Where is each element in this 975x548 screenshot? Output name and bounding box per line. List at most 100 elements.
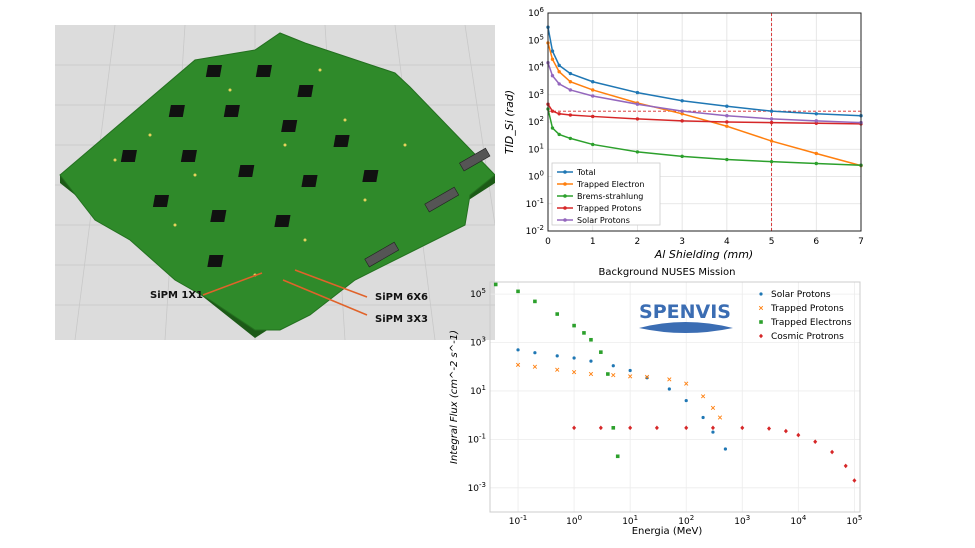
tid-point [568,113,573,117]
flux-legend-label: Trapped Protons [770,304,844,314]
flux-point [555,312,560,316]
tid-xtick-label: 2 [635,237,641,247]
flux-point [493,282,498,287]
label-sipm-3x3: SiPM 3X3 [375,314,428,325]
pcb-render: SiPM 1X1 SiPM 6X6 SiPM 3X3 [55,25,495,340]
tid-xtick-label: 6 [813,237,819,247]
tid-legend-marker [563,182,567,186]
label-sipm-6x6: SiPM 6X6 [375,292,428,303]
tid-legend-label: Total [576,168,596,177]
tid-ytick-label: 100 [528,170,544,183]
flux-point [684,398,688,403]
flux-point [723,447,727,451]
flux-point [611,426,616,430]
tid-point [591,94,595,98]
flux-point [701,415,705,420]
flux-point [700,394,706,399]
tid-point [568,71,573,76]
tid-point [591,80,595,84]
tid-point [591,114,595,119]
flux-legend-marker [759,320,763,324]
flux-point [572,356,576,360]
flux-point [796,432,801,438]
tid-ytick-label: 104 [528,61,544,74]
flux-legend-marker [759,292,763,296]
flux-point [711,430,715,434]
tid-point [550,74,555,78]
tid-xtick-label: 5 [769,237,775,247]
tid-point [557,132,561,137]
tid-xtick-label: 0 [545,237,551,247]
tid-point [557,70,561,74]
spenvis-logo-swoosh [639,322,733,333]
tid-point [557,82,561,86]
flux-legend-label: Trapped Electrons [770,318,852,328]
tid-point [814,119,818,123]
flux-point [598,425,603,431]
flux-title: Background NUSES Mission [599,267,736,278]
flux-point [628,368,632,373]
tid-point [550,109,555,113]
tid-legend-marker [563,194,567,198]
tid-point [568,80,573,84]
tid-ytick-label: 10-1 [526,197,544,210]
flux-point [654,425,659,431]
flux-point [628,425,633,431]
flux-point [644,374,650,380]
flux-point [588,371,594,377]
flux-xtick-label: 100 [566,514,582,527]
flux-series [493,282,857,483]
flux-point [645,376,649,380]
flux-point [684,425,689,431]
flux-legend-marker [759,333,763,339]
tid-legend-box [551,162,661,226]
tid-point [591,88,595,92]
tid-xlabel: Al Shielding (mm) [654,248,753,261]
tid-point [557,63,561,68]
tid-point [725,120,729,124]
tid-point [725,104,729,108]
flux-point [606,372,610,376]
tid-point [550,57,555,61]
tid-point [568,136,573,141]
tid-point [814,112,818,116]
tid-ytick-label: 101 [528,142,544,155]
tid-legend-label: Trapped Electron [576,180,644,189]
tid-point [635,90,640,95]
tid-point [814,121,818,125]
flux-xtick-label: 104 [790,514,806,527]
tid-point [725,114,729,118]
flux-point [852,478,857,483]
tid-legend-label: Trapped Protons [576,204,642,213]
tid-point [769,139,774,143]
tid-series-line [547,108,862,166]
chip-array [120,65,379,267]
tid-ytick-label: 103 [528,88,544,101]
tid-point [814,151,818,156]
tid-point [725,157,729,162]
flux-point [717,415,723,420]
label-sipm-1x1: SiPM 1X1 [150,290,203,301]
flux-ytick-label: 103 [470,336,486,349]
tid-point [635,117,640,121]
tid-point [635,102,640,106]
tid-point [550,49,555,53]
flux-point [533,299,537,304]
flux-grid [490,282,860,512]
flux-legend-marker [758,305,764,311]
flux-legend-label: Cosmic Protrons [771,332,844,342]
flux-plot-frame [489,281,861,513]
flux-point [589,359,593,363]
flux-ytick-label: 105 [470,287,486,300]
tid-ytick-label: 10-2 [526,224,544,237]
flux-point [572,323,576,328]
tid-point [769,159,774,164]
tid-series-line [547,42,862,167]
flux-point [516,348,520,352]
flux-point [515,362,521,367]
tid-point [680,154,684,159]
flux-ytick-label: 101 [470,384,486,397]
connectors [364,147,491,268]
tid-series [546,13,863,231]
flux-point [684,381,689,386]
